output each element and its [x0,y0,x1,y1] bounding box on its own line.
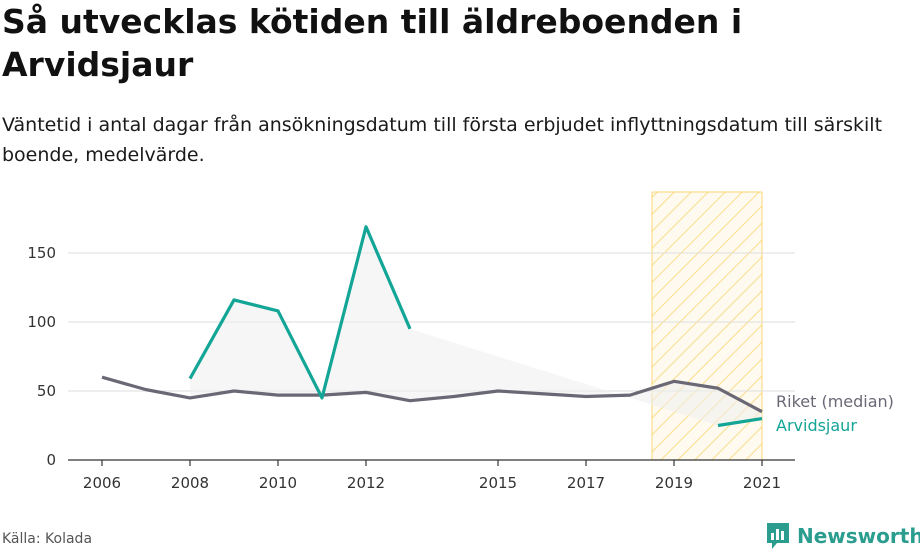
series-label-arvidsjaur: Arvidsjaur [776,416,857,435]
range-band [190,226,762,426]
x-tick-label-2021: 2021 [743,474,781,492]
x-tick-label-2008: 2008 [171,474,209,492]
x-tick-label-2017: 2017 [567,474,605,492]
series-line-arvidsjaur-0 [188,225,412,400]
brand-logo: Newsworthy [765,520,920,552]
source-note: Källa: Kolada [2,531,93,547]
y-tick-label-50: 50 [37,382,56,400]
x-tick-label-2006: 2006 [83,474,121,492]
x-tick-label-2015: 2015 [479,474,517,492]
newsworthy-logo-icon [767,523,789,549]
series-line-arvidsjaur-1 [717,417,763,428]
x-tick-label-2010: 2010 [259,474,297,492]
y-tick-label-100: 100 [27,313,56,331]
x-tick-label-2019: 2019 [655,474,693,492]
series-label-riket: Riket (median) [776,392,894,411]
brand-name: Newsworthy [797,524,920,548]
x-tick-label-2012: 2012 [347,474,385,492]
series-line-riket-0 [101,375,763,414]
y-tick-label-150: 150 [27,244,56,262]
y-tick-label-0: 0 [46,451,56,469]
chart-title: Så utvecklas kötiden till äldreboenden i… [2,2,743,84]
chart-subtitle: Väntetid i antal dagar från ansökningsda… [2,114,883,166]
